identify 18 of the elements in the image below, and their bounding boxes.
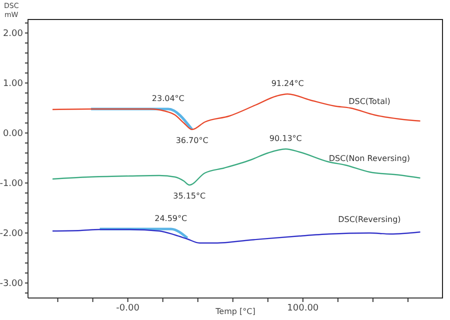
annotation: 36.70°C: [176, 136, 209, 146]
y-tick-label: -3.00: [0, 279, 24, 290]
x-tick-label: -0.00: [116, 303, 140, 314]
y-tick-label: 1.00: [2, 79, 24, 90]
y-tick-label: 2.00: [2, 29, 24, 40]
annotation: 23.04°C: [152, 94, 185, 103]
annotation: 91.24°C: [271, 79, 304, 88]
x-tick-label: 100.00: [287, 303, 319, 314]
annotation: 90.13°C: [269, 134, 302, 143]
x-axis-title: Temp [°C]: [216, 307, 256, 316]
y-tick-label: -2.00: [0, 229, 24, 240]
series-label: DSC(Reversing): [338, 214, 401, 224]
annotation: 35.15°C: [173, 192, 206, 201]
annotation: 24.59°C: [154, 214, 188, 223]
series-label: DSC(Total): [348, 96, 390, 106]
y-tick-label: -1.00: [0, 179, 24, 190]
series-label: DSC(Non Reversing): [328, 154, 410, 163]
y-tick-label: 0.00: [2, 129, 24, 140]
